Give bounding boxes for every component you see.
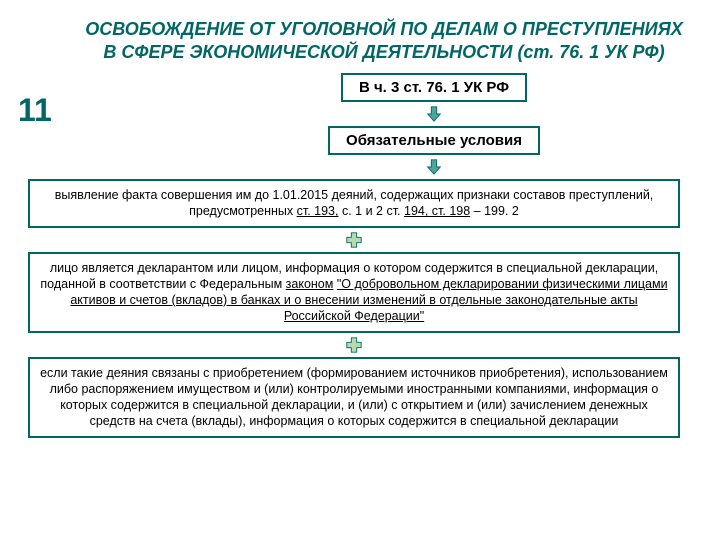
condition-block-1: выявление факта совершения им до 1.01.20… <box>28 179 680 228</box>
law-link[interactable]: законом <box>286 277 334 291</box>
arrow-down-icon <box>425 105 443 123</box>
plus-connector-icon <box>345 231 363 249</box>
condition-block-3: если такие деяния связаны с приобретение… <box>28 357 680 438</box>
conditions-box: Обязательные условия <box>328 126 540 155</box>
content-stack: выявление факта совершения им до 1.01.20… <box>20 179 688 438</box>
slide-title: ОСВОБОЖДЕНИЕ ОТ УГОЛОВНОЙ ПО ДЕЛАМ О ПРЕ… <box>80 18 688 63</box>
text: – 199. 2 <box>470 204 519 218</box>
statute-link[interactable]: ст. 193, <box>297 204 339 218</box>
slide-number: 11 <box>18 92 52 129</box>
text: с. 1 и 2 ст. <box>338 204 404 218</box>
arrow-down-icon <box>425 158 443 176</box>
reference-box: В ч. 3 ст. 76. 1 УК РФ <box>341 73 527 102</box>
condition-block-2: лицо является декларантом или лицом, инф… <box>28 252 680 333</box>
plus-connector-icon <box>345 336 363 354</box>
top-flow: В ч. 3 ст. 76. 1 УК РФ Обязательные усло… <box>180 73 688 179</box>
statute-link[interactable]: 194, ст. 198 <box>404 204 470 218</box>
